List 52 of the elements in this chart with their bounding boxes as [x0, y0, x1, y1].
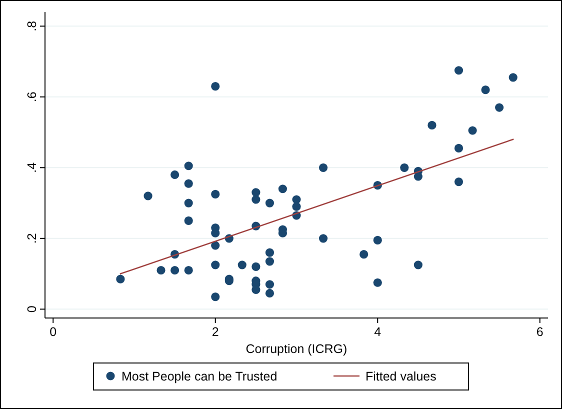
- point: [265, 198, 274, 208]
- point: [170, 266, 180, 275]
- legend-label: Fitted values: [366, 370, 436, 384]
- point: [238, 260, 246, 270]
- point: [252, 262, 260, 272]
- point: [211, 241, 220, 250]
- point: [373, 278, 382, 287]
- y-tick-label: .4: [25, 162, 39, 173]
- y-tick-label: .6: [25, 92, 39, 102]
- x-tick-label: 6: [536, 325, 544, 339]
- point: [414, 260, 422, 270]
- point: [144, 192, 152, 200]
- point: [184, 216, 193, 226]
- point: [454, 66, 464, 75]
- point: [373, 236, 382, 244]
- point: [454, 178, 464, 186]
- point: [508, 73, 518, 82]
- x-axis-title: Corruption (ICRG): [246, 342, 348, 356]
- point: [468, 126, 477, 135]
- point: [156, 266, 166, 275]
- point: [265, 288, 274, 298]
- point: [211, 260, 220, 270]
- point: [184, 266, 193, 275]
- point: [278, 184, 288, 194]
- x-tick-label: 0: [50, 325, 57, 339]
- point: [211, 292, 220, 302]
- point: [211, 82, 220, 91]
- point: [265, 257, 274, 266]
- point: [318, 234, 328, 243]
- point: [428, 120, 436, 130]
- point: [252, 195, 260, 204]
- point: [184, 162, 193, 170]
- point: [318, 163, 328, 172]
- point: [184, 179, 193, 188]
- y-tick-label: 0: [25, 306, 39, 313]
- point: [184, 198, 193, 208]
- point: [265, 280, 274, 289]
- y-tick-label: .8: [25, 20, 39, 32]
- point: [400, 163, 409, 172]
- point: [481, 86, 490, 94]
- point: [265, 248, 274, 257]
- point: [211, 190, 220, 198]
- point: [454, 144, 464, 152]
- x-tick-label: 2: [212, 325, 219, 339]
- point: [495, 103, 504, 112]
- point: [360, 250, 368, 259]
- y-tick-label: .2: [25, 233, 39, 244]
- x-tick-label: 4: [374, 325, 382, 339]
- point: [116, 274, 125, 284]
- point: [170, 170, 180, 180]
- point: [292, 202, 301, 211]
- legend-label: Most People can be Trusted: [122, 370, 278, 384]
